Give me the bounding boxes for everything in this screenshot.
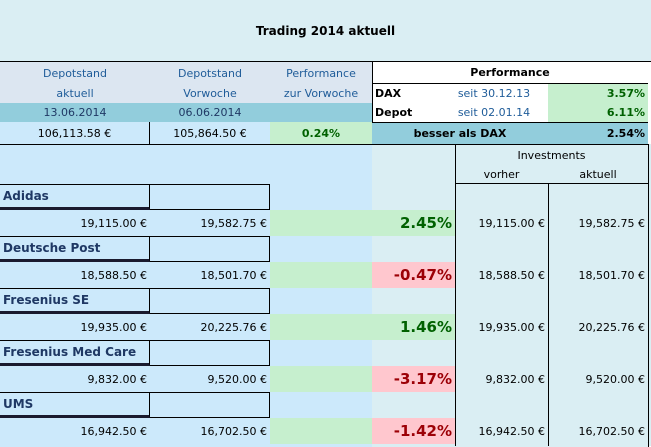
investments-current-header[interactable]: aktuell	[548, 166, 648, 184]
stock-perf-fill	[270, 418, 372, 444]
header-col1-line1[interactable]: Depotstand	[42, 66, 107, 80]
stock-investment-before[interactable]: 18,588.50 €	[478, 268, 545, 282]
investments-title[interactable]: Investments	[517, 148, 586, 162]
stock-name[interactable]: Adidas	[0, 184, 150, 210]
value-current[interactable]: 106,113.58 €	[0, 122, 150, 144]
divider	[548, 184, 549, 446]
compare-value[interactable]: 2.54%	[548, 122, 648, 144]
stocks-area	[0, 144, 372, 447]
stock-investment-current[interactable]: 9,520.00 €	[585, 372, 645, 386]
stock-investment-current[interactable]: 16,702.50 €	[578, 424, 645, 438]
date-row-bg	[0, 103, 372, 122]
depot-since[interactable]: seit 02.01.14	[457, 106, 531, 119]
divider	[455, 144, 456, 446]
stock-previous[interactable]: 19,582.75 €	[200, 216, 267, 230]
stock-investment-before[interactable]: 9,832.00 €	[485, 372, 545, 386]
stock-current[interactable]: 9,832.00 €	[87, 372, 147, 386]
stock-previous[interactable]: 9,520.00 €	[207, 372, 267, 386]
depot-label[interactable]: Depot	[375, 106, 413, 119]
dax-label[interactable]: DAX	[375, 87, 402, 100]
stock-investment-before[interactable]: 19,115.00 €	[478, 216, 545, 230]
value-previous[interactable]: 105,864.50 €	[150, 122, 270, 144]
stock-previous[interactable]: 16,702.50 €	[200, 424, 267, 438]
stock-performance[interactable]: -1.42%	[372, 418, 455, 444]
stock-name-extra-cell[interactable]	[150, 392, 270, 418]
stock-investment-current[interactable]: 18,501.70 €	[578, 268, 645, 282]
stock-name[interactable]: Deutsche Post	[0, 236, 150, 262]
stock-name-extra-cell[interactable]	[150, 236, 270, 262]
stock-perf-fill	[270, 314, 372, 340]
stock-name-extra-cell[interactable]	[150, 340, 270, 366]
header-bg	[0, 62, 372, 103]
stock-performance[interactable]: 1.46%	[372, 314, 455, 340]
stock-name[interactable]: Fresenius SE	[0, 288, 150, 314]
stock-investment-current[interactable]: 20,225.76 €	[578, 320, 645, 334]
sheet-title[interactable]: Trading 2014 aktuell	[0, 0, 651, 62]
stock-name-extra-cell[interactable]	[150, 184, 270, 210]
stock-performance[interactable]: 2.45%	[372, 210, 455, 236]
stock-current[interactable]: 16,942.50 €	[80, 424, 147, 438]
stock-current[interactable]: 18,588.50 €	[80, 268, 147, 282]
header-col2-line1[interactable]: Depotstand	[177, 66, 242, 80]
performance-title[interactable]: Performance	[372, 62, 648, 84]
stock-investment-before[interactable]: 19,935.00 €	[478, 320, 545, 334]
stock-name[interactable]: UMS	[0, 392, 150, 418]
stock-investment-current[interactable]: 19,582.75 €	[578, 216, 645, 230]
stock-name-extra-cell[interactable]	[150, 288, 270, 314]
stock-perf-fill	[270, 366, 372, 392]
dax-value[interactable]: 3.57%	[548, 84, 648, 103]
stock-performance[interactable]: -0.47%	[372, 262, 455, 288]
stock-performance[interactable]: -3.17%	[372, 366, 455, 392]
stock-previous[interactable]: 20,225.76 €	[200, 320, 267, 334]
stock-current[interactable]: 19,115.00 €	[80, 216, 147, 230]
date-current[interactable]: 13.06.2014	[43, 106, 107, 119]
stock-name[interactable]: Fresenius Med Care	[0, 340, 150, 366]
stock-perf-fill	[270, 262, 372, 288]
dax-since[interactable]: seit 30.12.13	[457, 87, 531, 100]
stock-perf-fill	[270, 210, 372, 236]
header-col3-line1[interactable]: Performance	[286, 66, 356, 80]
performance-week[interactable]: 0.24%	[270, 122, 372, 144]
stock-investment-before[interactable]: 16,942.50 €	[478, 424, 545, 438]
date-previous[interactable]: 06.06.2014	[178, 106, 242, 119]
header-col1-line2[interactable]: aktuell	[56, 87, 94, 100]
investments-before-header[interactable]: vorher	[455, 166, 548, 184]
results-area	[372, 144, 649, 447]
stock-current[interactable]: 19,935.00 €	[80, 320, 147, 334]
stock-previous[interactable]: 18,501.70 €	[200, 268, 267, 282]
header-col2-line2[interactable]: Vorwoche	[183, 87, 237, 100]
header-col3-line2[interactable]: zur Vorwoche	[283, 87, 359, 100]
compare-label[interactable]: besser als DAX	[372, 122, 548, 144]
depot-value[interactable]: 6.11%	[548, 103, 648, 122]
